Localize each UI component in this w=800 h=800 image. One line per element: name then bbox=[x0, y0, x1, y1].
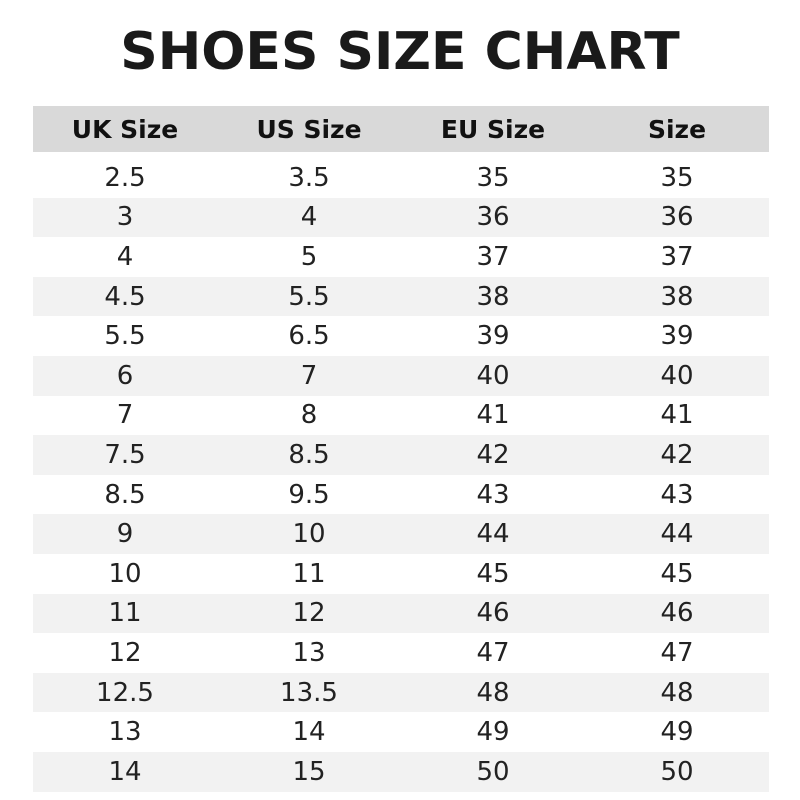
table-cell: 15 bbox=[292, 756, 326, 787]
table-cell: 36 bbox=[476, 202, 510, 233]
table-row: 13 14 49 49 bbox=[33, 712, 769, 752]
table-cell: 5.5 bbox=[288, 281, 330, 312]
table-cell: 48 bbox=[660, 677, 694, 708]
table-cell: 7 bbox=[116, 400, 134, 431]
table-row: 14 15 50 50 bbox=[33, 751, 769, 792]
table-cell: 40 bbox=[660, 360, 694, 391]
table-cell: 36 bbox=[660, 202, 694, 233]
table-row: 12.5 13.5 48 48 bbox=[33, 672, 769, 713]
table-cell: 39 bbox=[476, 321, 510, 352]
table-cell: 5 bbox=[300, 241, 318, 272]
table-cell: 13.5 bbox=[280, 677, 338, 708]
table-cell: 41 bbox=[476, 400, 510, 431]
table-cell: 43 bbox=[660, 479, 694, 510]
table-cell: 10 bbox=[292, 519, 326, 550]
table-cell: 44 bbox=[660, 519, 694, 550]
table-cell: 10 bbox=[108, 558, 142, 589]
table-cell: 38 bbox=[476, 281, 510, 312]
table-row: 4 5 37 37 bbox=[33, 237, 769, 277]
table-row: 4.5 5.5 38 38 bbox=[33, 276, 769, 317]
table-cell: 45 bbox=[476, 558, 510, 589]
table-cell: 11 bbox=[108, 598, 142, 629]
header-eu-size: EU Size bbox=[440, 114, 546, 144]
table-cell: 9.5 bbox=[288, 479, 330, 510]
table-cell: 8.5 bbox=[288, 439, 330, 470]
table-cell: 8 bbox=[300, 400, 318, 431]
table-cell: 2.5 bbox=[104, 162, 146, 193]
table-cell: 42 bbox=[476, 439, 510, 470]
size-table: UK Size US Size EU Size Size 2.5 3.5 35 35 3… bbox=[33, 106, 769, 792]
table-cell: 44 bbox=[476, 519, 510, 550]
table-cell: 48 bbox=[476, 677, 510, 708]
table-cell: 37 bbox=[660, 241, 694, 272]
table-cell: 37 bbox=[476, 241, 510, 272]
table-cell: 13 bbox=[108, 717, 142, 748]
table-cell: 47 bbox=[476, 637, 510, 668]
table-cell: 6.5 bbox=[288, 321, 330, 352]
table-row: 7.5 8.5 42 42 bbox=[33, 435, 769, 475]
table-cell: 40 bbox=[476, 360, 510, 391]
table-cell: 43 bbox=[476, 479, 510, 510]
table-cell: 46 bbox=[476, 598, 510, 629]
table-cell: 46 bbox=[660, 598, 694, 629]
table-cell: 5.5 bbox=[104, 321, 146, 352]
header-size: Size bbox=[647, 114, 707, 144]
table-row: 5.5 6.5 39 39 bbox=[33, 316, 769, 356]
table-cell: 45 bbox=[660, 558, 694, 589]
header-uk-size: UK Size bbox=[71, 114, 179, 144]
table-cell: 49 bbox=[476, 717, 510, 748]
table-cell: 7 bbox=[300, 360, 318, 391]
table-cell: 39 bbox=[660, 321, 694, 352]
table-body: 2.5 3.5 35 35 3 4 36 36 4 5 37 37 4.5 5.5 38 38 5.5 6.5 39… bbox=[33, 158, 769, 792]
table-cell: 11 bbox=[292, 558, 326, 589]
table-row: 10 11 45 45 bbox=[33, 554, 769, 594]
page-title: SHOES SIZE CHART bbox=[120, 22, 680, 82]
table-cell: 6 bbox=[116, 360, 134, 391]
table-header: UK Size US Size EU Size Size bbox=[33, 106, 769, 152]
table-cell: 7.5 bbox=[104, 439, 146, 470]
table-cell: 50 bbox=[476, 756, 510, 787]
table-cell: 8.5 bbox=[104, 479, 146, 510]
table-cell: 3.5 bbox=[288, 162, 330, 193]
table-cell: 3 bbox=[116, 202, 134, 233]
table-cell: 35 bbox=[476, 162, 510, 193]
table-cell: 13 bbox=[292, 637, 326, 668]
table-row: 9 10 44 44 bbox=[33, 514, 769, 554]
table-cell: 14 bbox=[108, 756, 142, 787]
table-cell: 9 bbox=[116, 519, 134, 550]
table-row: 8.5 9.5 43 43 bbox=[33, 475, 769, 515]
table-cell: 4 bbox=[300, 202, 318, 233]
table-cell: 47 bbox=[660, 637, 694, 668]
table-row: 6 7 40 40 bbox=[33, 355, 769, 396]
table-cell: 12 bbox=[292, 598, 326, 629]
table-cell: 4 bbox=[116, 241, 134, 272]
table-row: 2.5 3.5 35 35 bbox=[33, 158, 769, 198]
table-cell: 12 bbox=[108, 637, 142, 668]
table-cell: 38 bbox=[660, 281, 694, 312]
table-row: 3 4 36 36 bbox=[33, 197, 769, 238]
table-row: 11 12 46 46 bbox=[33, 593, 769, 634]
table-row: 12 13 47 47 bbox=[33, 633, 769, 673]
table-cell: 50 bbox=[660, 756, 694, 787]
table-cell: 14 bbox=[292, 717, 326, 748]
table-cell: 4.5 bbox=[104, 281, 146, 312]
header-us-size: US Size bbox=[256, 114, 362, 144]
table-cell: 41 bbox=[660, 400, 694, 431]
table-row: 7 8 41 41 bbox=[33, 396, 769, 436]
table-cell: 12.5 bbox=[96, 677, 154, 708]
table-cell: 42 bbox=[660, 439, 694, 470]
table-cell: 35 bbox=[660, 162, 694, 193]
table-cell: 49 bbox=[660, 717, 694, 748]
